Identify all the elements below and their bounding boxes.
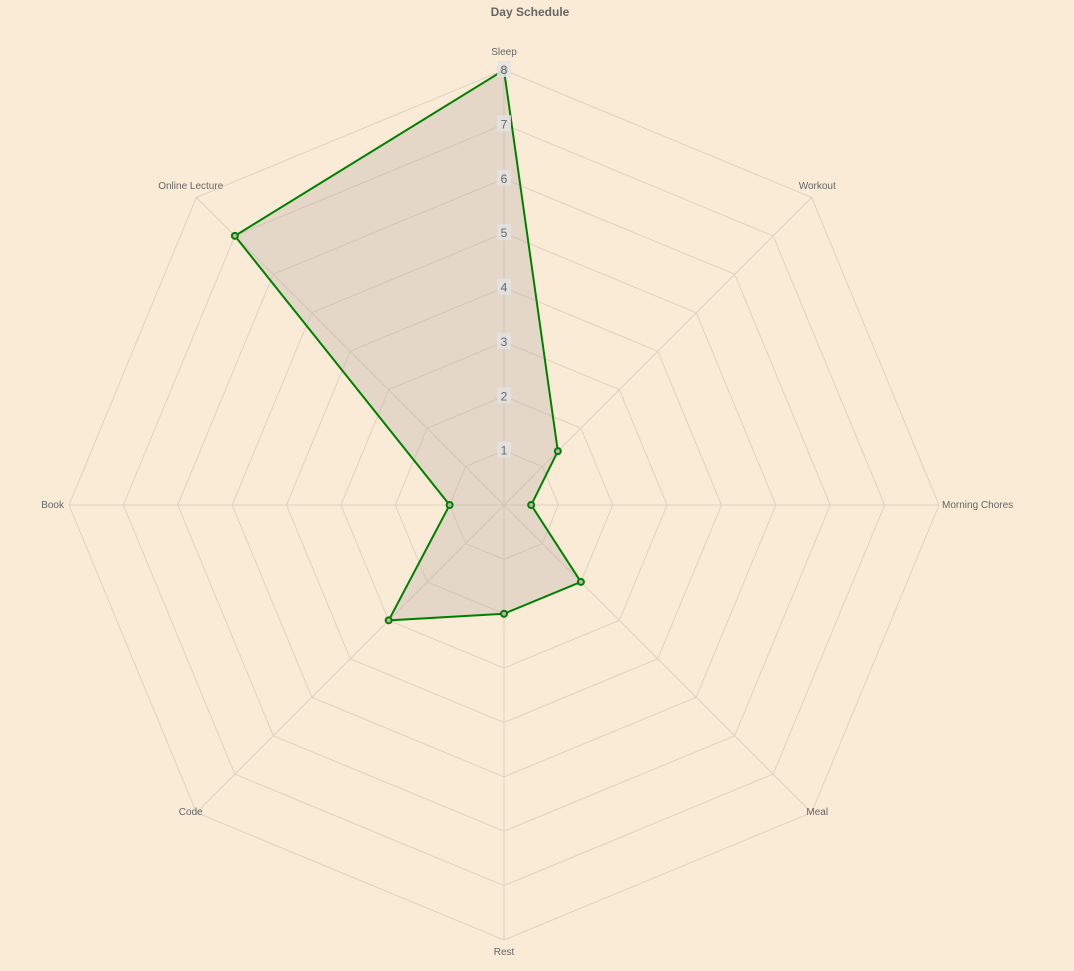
tick-label-bg-8 [497, 61, 511, 77]
data-point-online-lecture [230, 231, 239, 240]
data-point-code [384, 616, 393, 625]
data-point-morning-chores [527, 501, 536, 509]
series-area [234, 70, 581, 621]
series-layer [230, 66, 585, 625]
tick-label-2: 2 [501, 389, 508, 403]
axis-label-layer: Sleep Workout Morning Chores Meal Rest Code Bo… [41, 47, 1013, 958]
tick-label-4: 4 [501, 281, 508, 295]
data-point-meal [576, 577, 585, 586]
tick-label-bg-1 [497, 441, 511, 458]
axis-label-online-lecture: Online Lecture [158, 181, 223, 192]
tick-label-bg-2 [497, 387, 511, 404]
tick-label-bg-7 [497, 115, 511, 132]
data-point-book [445, 501, 454, 509]
data-point-rest [500, 609, 508, 618]
axis-label-sleep: Sleep [491, 47, 517, 58]
spoke-online-lecture [196, 197, 505, 506]
axis-label-book: Book [41, 500, 65, 511]
grid-layer [68, 69, 940, 941]
tick-label-bg-3 [497, 332, 511, 349]
tick-label-8: 8 [501, 63, 508, 77]
spoke-code [196, 504, 505, 813]
axis-label-meal: Meal [806, 807, 828, 818]
tick-label-6: 6 [501, 172, 508, 186]
axis-label-rest: Rest [494, 947, 515, 958]
spoke-meal [503, 504, 812, 813]
tick-label-1: 1 [501, 444, 508, 458]
data-point-workout [553, 447, 562, 456]
axis-label-morning-chores: Morning Chores [942, 500, 1013, 511]
chart-title: Day Schedule [491, 5, 570, 19]
tick-label-3: 3 [501, 335, 508, 349]
tick-label-bg-6 [497, 169, 511, 186]
tick-label-7: 7 [501, 117, 508, 131]
tick-label-bg-4 [497, 278, 511, 295]
tick-label-bg-5 [497, 224, 511, 241]
tick-label-5: 5 [501, 226, 508, 240]
tick-layer: 1 2 3 4 5 6 7 8 [497, 61, 511, 458]
axis-label-workout: Workout [799, 181, 836, 192]
axis-label-code: Code [179, 807, 203, 818]
